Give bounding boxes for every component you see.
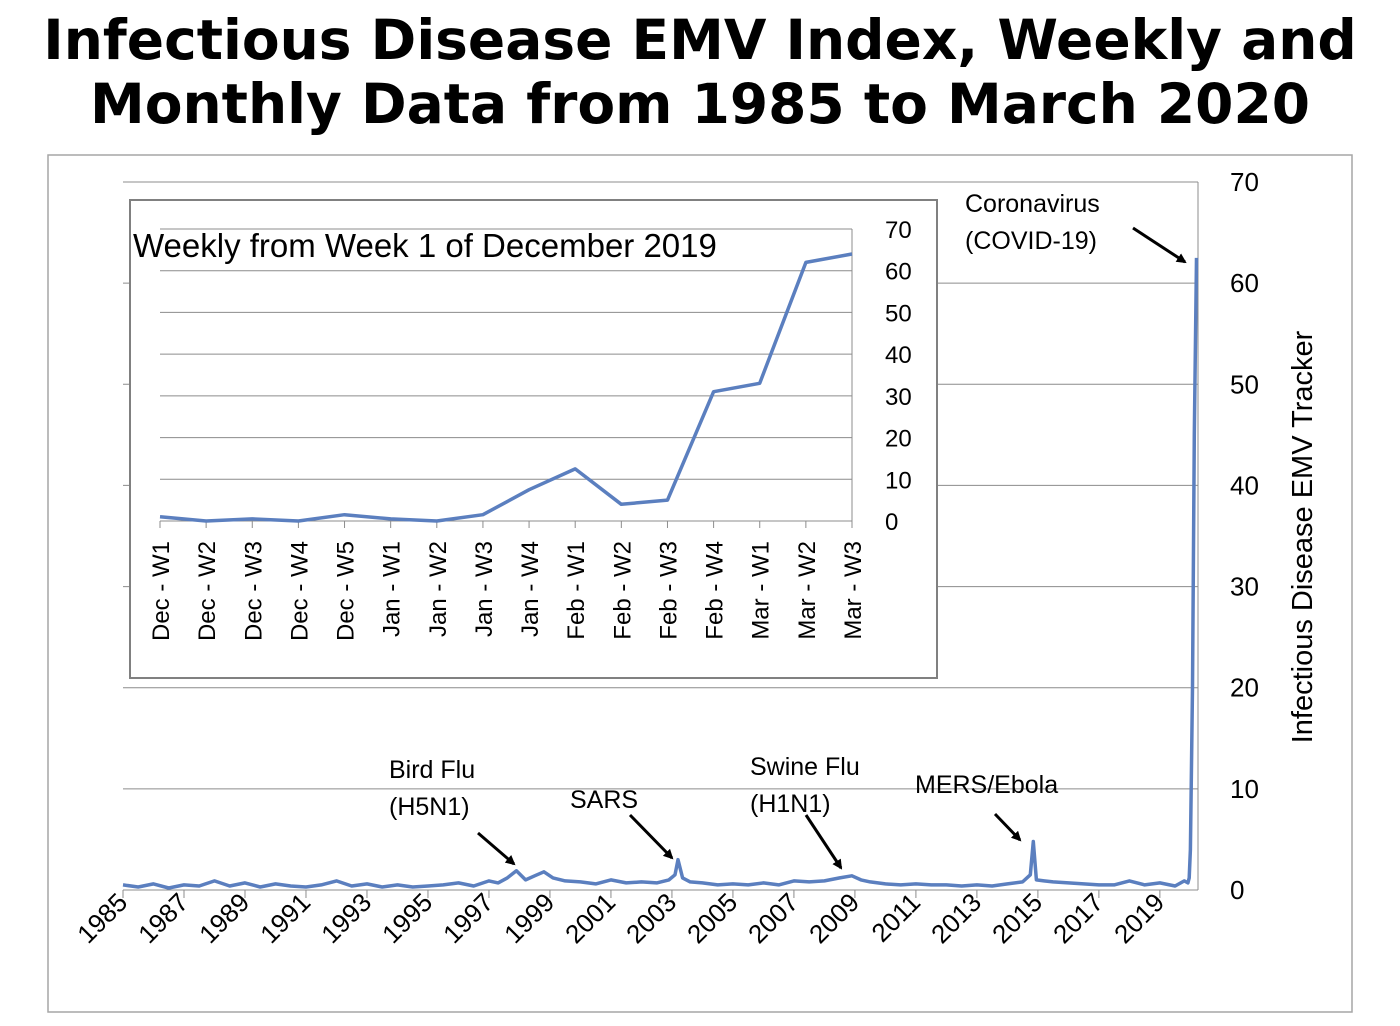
title-line-2: Monthly Data from 1985 to March 2020 [90,72,1310,136]
inset-x-tick-label: Jan - W3 [471,541,498,637]
inset-x-tick-label: Dec - W1 [148,541,175,641]
annotation-label: SARS [570,786,638,814]
inset-title: Weekly from Week 1 of December 2019 [133,227,717,264]
inset-series-line [159,252,853,523]
inset-x-tick-label: Jan - W4 [517,541,544,637]
main-y-tick-label: 70 [1230,167,1259,197]
inset-y-tick-label: 0 [885,509,898,536]
annotations: Bird Flu (H5N1) SARS Swine Flu (H1N1) MERS/Eb… [389,190,1187,870]
inset-x-tick-label: Mar - W1 [748,541,775,640]
main-y-tick-label: 60 [1230,268,1259,298]
main-series [122,257,1199,890]
main-y-tick-label: 20 [1230,673,1259,703]
inset-y-tick-label: 10 [885,467,912,494]
inset-x-tick-label: Jan - W2 [425,541,452,637]
annotation-label: Bird Flu [389,756,475,784]
inset-y-tick-label: 30 [885,384,912,411]
main-y-tick-label: 0 [1230,875,1244,905]
annotation-label: (COVID-19) [965,227,1097,255]
inset-chart: 0 10 20 30 40 50 60 70 Dec - W1 Dec - W2 Dec - W3… [129,199,938,679]
annotation-arrow [477,831,516,866]
inset-x-tick-label: Jan - W1 [379,541,406,637]
main-series-line [122,257,1199,890]
annotation-label: MERS/Ebola [915,771,1058,799]
inset-y-tick-label: 40 [885,342,912,369]
main-y-tick-label: 50 [1230,369,1259,399]
inset-x-tick-label: Dec - W4 [286,541,313,641]
main-y-tick-labels: 0 10 20 30 40 50 60 70 [1230,167,1259,905]
annotation-label: (H1N1) [750,790,831,818]
inset-y-tick-label: 70 [885,217,912,244]
inset-frame [129,199,938,679]
main-y-tick-label: 10 [1230,774,1259,804]
title-line-1: Infectious Disease EMV Index, Weekly and [43,8,1357,72]
main-y-tick-label: 40 [1230,470,1259,500]
annotation-arrow [993,812,1022,842]
inset-x-tick-label: Feb - W3 [655,541,682,640]
annotation-arrow [1132,226,1187,264]
inset-x-tick-label: Mar - W2 [794,541,821,640]
inset-series [159,252,853,523]
annotation-arrow [628,813,674,860]
main-y-tick-label: 30 [1230,572,1259,602]
inset-x-tick-label: Feb - W4 [702,541,729,640]
annotation-arrow [804,814,843,870]
inset-x-tick-label: Mar - W3 [840,541,867,640]
annotation-label: Swine Flu [750,753,860,781]
inset-y-tick-label: 60 [885,259,912,286]
annotation-label: Coronavirus [965,190,1100,218]
inset-x-tick-label: Feb - W2 [609,541,636,640]
inset-x-tick-labels: Dec - W1 Dec - W2 Dec - W3 Dec - W4 Dec - W5… [148,521,867,641]
inset-x-tick-label: Feb - W1 [563,541,590,640]
inset-y-tick-label: 50 [885,300,912,327]
annotation-label: (H5N1) [389,793,470,821]
inset-y-tick-labels: 0 10 20 30 40 50 60 70 [885,217,912,536]
y-axis-label: Infectious Disease EMV Tracker [1287,330,1319,743]
inset-y-tick-label: 20 [885,426,912,453]
inset-x-tick-label: Dec - W3 [240,541,267,641]
inset-x-tick-label: Dec - W2 [194,541,221,641]
inset-x-tick-label: Dec - W5 [333,541,360,641]
page-title: Infectious Disease EMV Index, Weekly and… [0,8,1400,136]
